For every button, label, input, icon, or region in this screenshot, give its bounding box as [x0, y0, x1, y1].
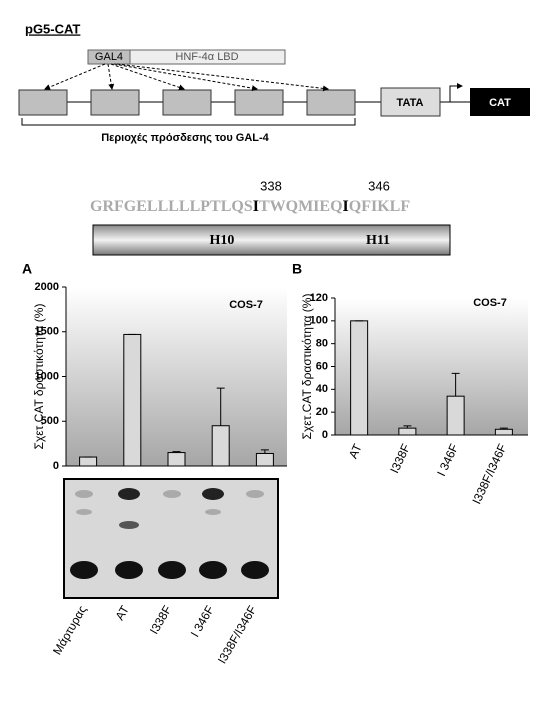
- x-tick-label: AT: [346, 441, 365, 461]
- bar: [123, 333, 142, 467]
- x-tick-label: I338F: [387, 442, 413, 476]
- y-tick-label: 100: [310, 315, 328, 327]
- gal4-label: GAL4: [95, 51, 123, 63]
- bar: [398, 427, 417, 436]
- cat-label: CAT: [489, 97, 511, 109]
- sequence-part: I: [253, 198, 259, 215]
- position-label: 338: [260, 178, 282, 193]
- y-tick-label: 40: [316, 383, 328, 395]
- error-bar: [172, 451, 181, 453]
- x-tick-label: I 346F: [434, 442, 461, 479]
- bar: [79, 456, 98, 467]
- helix-label: H10: [210, 233, 235, 248]
- error-bar: [499, 427, 508, 430]
- gel-lane-label: I338F: [147, 603, 174, 637]
- annotation: COS-7: [473, 297, 507, 309]
- sequence-part: I: [343, 198, 349, 215]
- bar: [494, 428, 513, 436]
- error-bar: [216, 387, 225, 426]
- y-axis-label: Σχετ.CAT δραστικότητα (%): [32, 304, 46, 450]
- sequence-part: GRFGELLLLLPTLQS: [90, 198, 253, 215]
- error-bar: [403, 425, 412, 429]
- gel-lane-label: I338F/I346F: [215, 603, 259, 666]
- bar: [446, 395, 465, 436]
- binding-sites: [18, 89, 356, 116]
- gel-lane-label: Μάρτυρας: [50, 603, 89, 657]
- y-tick-label: 500: [41, 415, 59, 427]
- annotation: COS-7: [229, 299, 263, 311]
- helix-bar: [92, 224, 451, 256]
- y-tick-label: 1500: [35, 326, 59, 338]
- tata-box: [380, 87, 441, 117]
- bar: [211, 425, 230, 467]
- gel-lane-label: I 346F: [188, 603, 217, 639]
- y-tick-label: 0: [53, 460, 59, 472]
- y-tick-label: 2000: [35, 281, 59, 293]
- gel: [63, 478, 279, 599]
- construct-title: pG5-CAT: [25, 21, 80, 36]
- x-tick-label: I338F/I346F: [469, 442, 509, 507]
- sites-bracket: [21, 118, 356, 126]
- plot-area: [66, 287, 287, 466]
- error-bar: [260, 449, 269, 454]
- bar: [255, 452, 274, 467]
- y-tick-label: 80: [316, 338, 328, 350]
- bar: [167, 452, 186, 467]
- panel-label: A: [22, 261, 32, 277]
- sequence-part: QFIKLF: [349, 198, 411, 215]
- helix-label: H11: [366, 233, 390, 248]
- error-bar: [451, 372, 460, 397]
- tata-label: TATA: [397, 97, 424, 109]
- cat-box: [470, 88, 530, 116]
- sites-label: Περιοχές πρόσδεσης του GAL-4: [101, 132, 269, 144]
- position-label: 346: [368, 178, 390, 193]
- panel-label: B: [292, 261, 302, 277]
- y-tick-label: 120: [310, 292, 328, 304]
- lbd-box: [129, 49, 286, 65]
- y-axis-label: Σχετ.CAT δραστικότητα (%): [300, 294, 314, 440]
- gel-lane-label: AT: [112, 603, 132, 623]
- y-tick-label: 60: [316, 360, 328, 372]
- y-tick-label: 1000: [35, 370, 59, 382]
- sequence: GRFGELLLLLPTLQSITWQMIEQIQFIKLF: [90, 198, 410, 215]
- sequence-part: TWQMIEQ: [259, 198, 343, 215]
- tss-arrow: [449, 83, 463, 102]
- y-tick-label: 20: [316, 406, 328, 418]
- binding-arrows: [44, 63, 329, 92]
- y-tick-label: 0: [322, 429, 328, 441]
- lbd-label: HNF-4α LBD: [175, 51, 238, 63]
- bar: [350, 320, 369, 436]
